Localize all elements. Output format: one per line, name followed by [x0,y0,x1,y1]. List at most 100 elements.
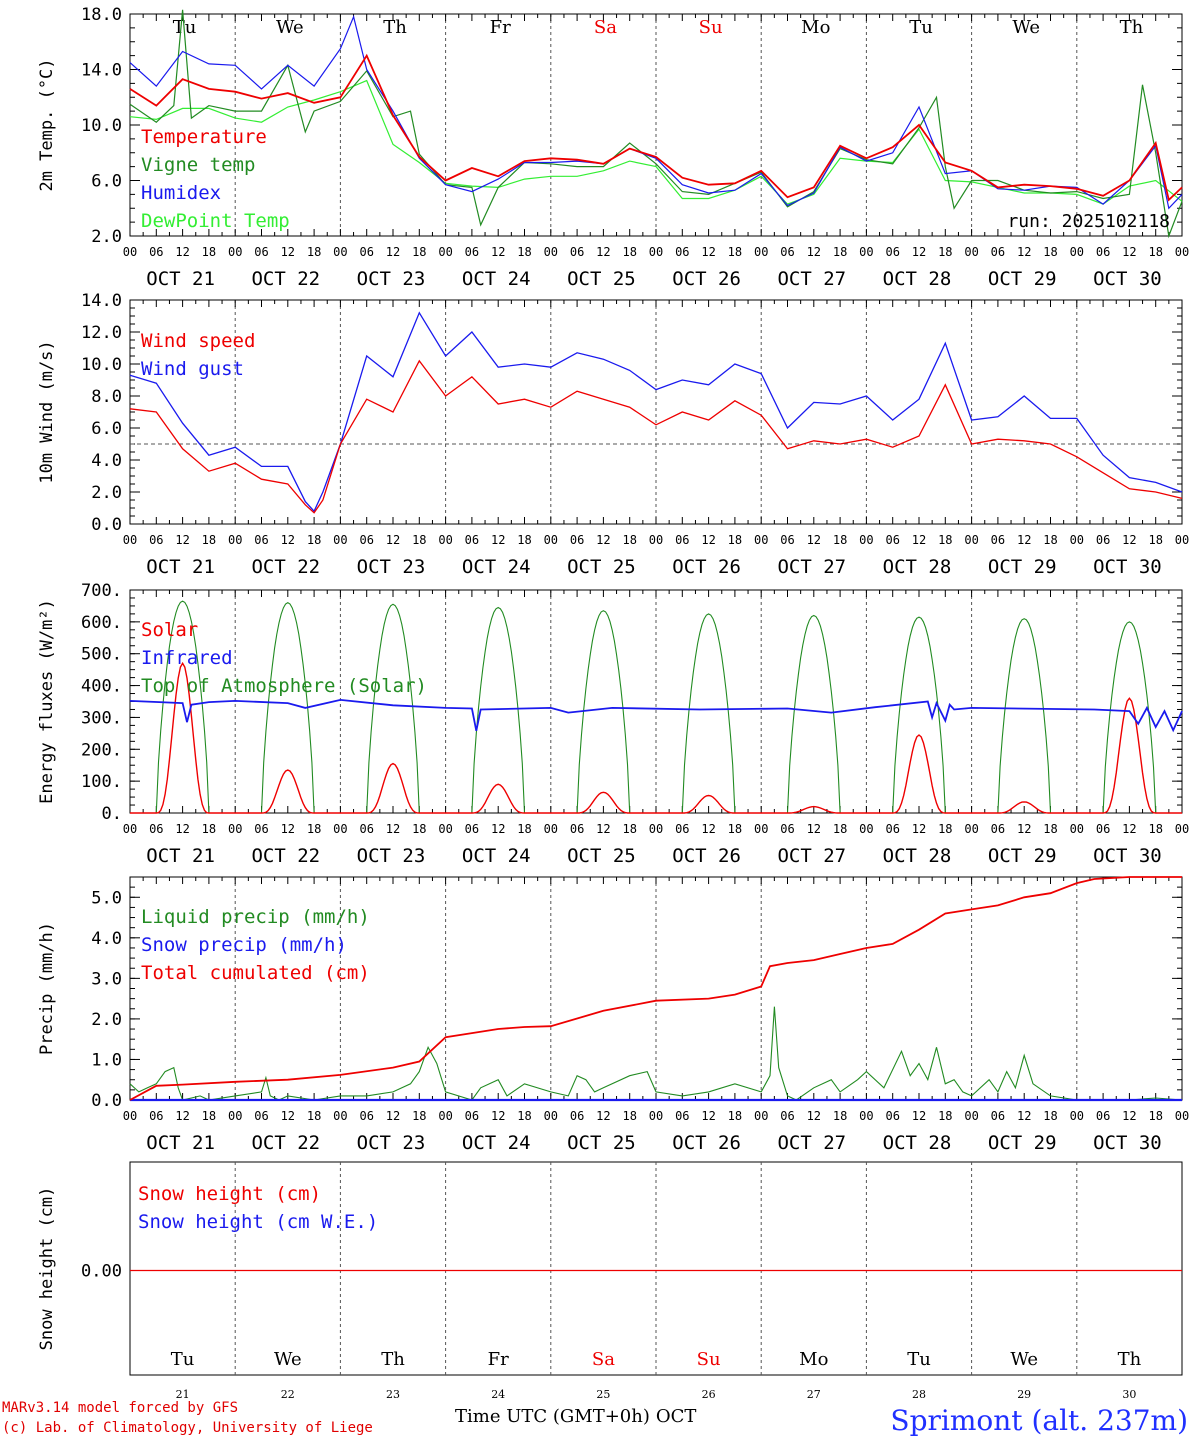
panel-frame-wind [129,299,1183,525]
hour-tick-label: 06 [1096,1109,1110,1123]
y-tick-label: 5.0 [91,888,122,908]
weekday-label: Th [383,17,407,38]
hour-tick-label: 00 [544,1109,558,1123]
hour-tick-label: 12 [1122,533,1136,547]
date-label: OCT 26 [672,845,741,867]
y-tick-label: 2.0 [91,483,122,503]
legend-total-cumulated-cm-: Total cumulated (cm) [141,962,370,984]
hour-tick-label: 12 [912,1109,926,1123]
y-tick-label: 14.0 [81,61,122,81]
hour-tick-label: 12 [912,533,926,547]
hour-tick-label: 18 [517,1109,531,1123]
hour-tick-label: 06 [254,245,268,259]
hour-tick-label: 18 [202,822,216,836]
date-label: OCT 30 [1093,845,1162,867]
date-label: OCT 25 [567,845,636,867]
model-credit: MARv3.14 model forced by GFS [2,1400,239,1416]
hour-tick-label: 12 [491,822,505,836]
hour-tick-label: 12 [386,1109,400,1123]
date-label: OCT 26 [672,1132,741,1154]
y-tick-label: 2.0 [91,1010,122,1030]
hour-tick-label: 12 [596,1109,610,1123]
y-tick-label: 1.0 [91,1050,122,1070]
y-tick-label: 0. [102,804,122,824]
hour-tick-label: 18 [1043,822,1057,836]
hour-tick-label: 00 [123,822,137,836]
legend-infrared: Infrared [141,647,233,669]
hour-tick-label: 00 [123,1109,137,1123]
y-tick-label: 6.0 [91,172,122,192]
hour-tick-label: 00 [1175,245,1189,259]
hour-tick-label: 00 [1070,245,1084,259]
day-number-label: 30 [1122,1388,1136,1400]
hour-tick-label: 18 [833,245,847,259]
hour-tick-label: 18 [202,533,216,547]
hour-tick-label: 12 [701,533,715,547]
hour-tick-label: 06 [149,533,163,547]
hour-tick-label: 00 [754,822,768,836]
hour-tick-label: 12 [912,822,926,836]
hour-tick-label: 06 [570,245,584,259]
hour-tick-label: 18 [728,245,742,259]
hour-tick-label: 00 [1175,1109,1189,1123]
weekday-label: We [276,17,304,38]
y-axis-label: Precip (mm/h) [37,922,57,1055]
day-number-label: 27 [807,1388,821,1400]
hour-tick-label: 00 [333,1109,347,1123]
hour-tick-label: 18 [938,822,952,836]
y-tick-label: 600. [81,613,122,633]
time-axis-title: Time UTC (GMT+0h) OCT [455,1406,696,1427]
y-tick-label: 4.0 [91,451,122,471]
hour-tick-label: 12 [1017,822,1031,836]
hour-tick-label: 18 [1043,1109,1057,1123]
station-name: Sprimont (alt. 237m) [890,1404,1188,1437]
hour-tick-label: 00 [964,822,978,836]
date-label: OCT 23 [357,268,426,290]
y-tick-label: 18.0 [81,5,122,25]
hour-tick-label: 06 [991,1109,1005,1123]
hour-tick-label: 12 [386,533,400,547]
date-label: OCT 29 [988,845,1057,867]
hour-tick-label: 06 [465,1109,479,1123]
date-label: OCT 21 [146,268,215,290]
y-axis-label: Energy fluxes (W/m²) [37,599,57,804]
hour-tick-label: 12 [281,533,295,547]
hour-tick-label: 00 [649,245,663,259]
date-label: OCT 28 [883,1132,952,1154]
hour-tick-label: 18 [307,245,321,259]
date-label: OCT 25 [567,1132,636,1154]
hour-tick-label: 12 [596,822,610,836]
day-number-label: 24 [491,1388,505,1400]
y-axis-label: 10m Wind (m/s) [37,340,57,483]
y-tick-label: 100. [81,772,122,792]
hour-tick-label: 12 [491,245,505,259]
date-label: OCT 22 [251,1132,320,1154]
hour-tick-label: 12 [807,822,821,836]
hour-tick-label: 18 [938,1109,952,1123]
hour-tick-label: 00 [859,822,873,836]
date-label: OCT 23 [357,556,426,578]
date-label: OCT 24 [462,1132,531,1154]
hour-tick-label: 00 [1175,822,1189,836]
hour-tick-label: 00 [964,533,978,547]
y-tick-label: 300. [81,708,122,728]
y-tick-label: 10.0 [81,355,122,375]
hour-tick-label: 06 [991,245,1005,259]
hour-tick-label: 06 [885,245,899,259]
time-axis-label: Time UTC (GMT+0h) [455,1406,650,1427]
hour-tick-label: 12 [281,245,295,259]
date-label: OCT 29 [988,1132,1057,1154]
hour-tick-label: 00 [859,245,873,259]
date-label: OCT 23 [357,1132,426,1154]
hour-tick-label: 06 [570,533,584,547]
date-label: OCT 22 [251,845,320,867]
weekday-label: We [274,1349,302,1370]
hour-tick-label: 00 [228,822,242,836]
hour-tick-label: 12 [386,245,400,259]
hour-tick-label: 18 [728,533,742,547]
hour-tick-label: 06 [149,822,163,836]
hour-tick-label: 12 [912,245,926,259]
hour-tick-label: 00 [964,1109,978,1123]
hour-tick-label: 06 [254,822,268,836]
weekday-label: Sa [592,1349,615,1370]
